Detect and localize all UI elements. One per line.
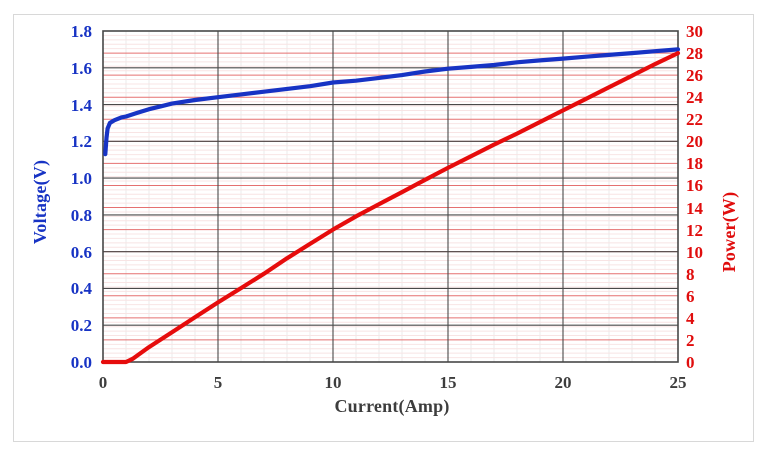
power-tick-label: 16 [686,176,703,196]
current-tick-label: 5 [213,373,223,392]
power-tick-label: 18 [686,154,703,174]
y-right-axis-title: Power(W) [719,191,739,273]
voltage-tick-label: 1.0 [70,169,92,189]
voltage-tick-label: 1.4 [70,95,92,115]
voltage-tick-label: 0.4 [70,279,92,299]
voltage-tick-label: 1.2 [70,132,92,152]
current-tick-label: 0 [98,373,108,392]
power-tick-label: 8 [686,264,695,284]
power-curve [100,51,681,365]
plot-border [102,30,679,363]
voltage-tick-label: 0.0 [70,353,92,372]
current-tick-label: 25 [669,373,687,392]
power-tick-label: 10 [686,242,703,262]
current-tick-label: 20 [554,373,572,392]
y-left-axis-title: Voltage(V) [30,159,50,245]
voltage-tick-label: 0.6 [70,242,92,262]
power-tick-label: 24 [686,88,703,108]
power-tick-label: 30 [686,22,703,41]
figure-border [13,14,754,442]
voltage-tick-label: 0.8 [70,205,92,225]
power-tick-label: 12 [686,220,703,240]
voltage-tick-label: 0.2 [70,316,92,336]
current-tick-label: 15 [439,373,457,392]
current-tick-label: 10 [324,373,342,392]
power-tick-label: 26 [686,66,703,86]
voltage-curve [103,47,681,157]
power-tick-label: 22 [686,110,703,130]
power-tick-label: 28 [686,44,703,64]
power-tick-label: 2 [686,330,695,350]
power-tick-label: 4 [686,308,695,328]
power-tick-label: 6 [686,286,695,306]
voltage-tick-label: 1.6 [70,58,92,78]
x-axis-title: Current(Amp) [334,396,450,416]
power-tick-label: 0 [686,353,695,372]
voltage-tick-label: 1.8 [70,22,92,41]
power-tick-label: 20 [686,132,703,152]
power-tick-label: 14 [686,198,703,218]
